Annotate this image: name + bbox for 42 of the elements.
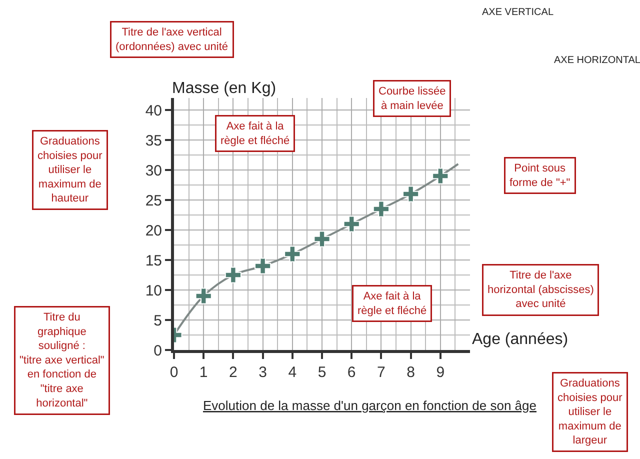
text: Graduations choisies pour utiliser le maximum de largeur	[558, 378, 623, 447]
y-tick-label: 5	[154, 312, 162, 330]
annotation: Axe fait à la règle et fléché	[358, 290, 427, 317]
y-tick-label: 25	[145, 192, 162, 210]
text: Titre du graphique souligné : "titre axe vertical" en fonction de "titre axe horizontal"	[20, 312, 104, 410]
text: Titre de l'axe vertical (ordonnées) avec unité	[116, 26, 228, 53]
x-axis-title: Age (années)	[472, 331, 568, 348]
x-tick-label: 2	[229, 364, 238, 381]
x-tick-label: 1	[199, 364, 208, 381]
x-tick-label: 9	[436, 364, 445, 381]
point	[314, 230, 330, 248]
point	[372, 200, 390, 218]
point	[224, 266, 242, 284]
y-tick-label: 35	[145, 132, 162, 150]
point	[254, 258, 272, 274]
text: Evolution de la masse d'un garçon en fonction de son âge	[203, 398, 536, 413]
x-tick-label: 4	[288, 364, 297, 381]
annotation: Axe fait à la règle et fléché	[220, 120, 290, 147]
x-tick-label: 3	[258, 364, 267, 381]
text: Point sous forme de "+"	[510, 162, 570, 189]
text: AXE HORIZONTAL	[554, 55, 640, 66]
point	[402, 186, 420, 202]
x-tick-label: 7	[377, 364, 386, 381]
y-tick-label: 0	[154, 342, 162, 360]
x-tick-label: 5	[318, 364, 326, 381]
y-tick-label: 20	[145, 222, 162, 240]
point	[343, 216, 360, 232]
annotation: Courbe lissée à main levée	[378, 86, 446, 112]
x-tick-label: 6	[347, 364, 356, 381]
y-axis-title: Masse (en Kg)	[172, 80, 276, 97]
x-tick-label: 8	[406, 364, 415, 381]
point	[432, 168, 449, 184]
text: Graduations choisies pour utiliser le maximum de hauteur	[38, 136, 103, 205]
y-tick-label: 10	[145, 282, 162, 300]
point	[284, 246, 301, 262]
y-tick-label: 15	[145, 252, 162, 270]
point	[195, 288, 212, 304]
y-tick-label: 40	[145, 102, 162, 120]
x-tick-label: 0	[170, 364, 178, 381]
y-tick-label: 30	[145, 162, 162, 180]
text: AXE VERTICAL	[482, 7, 554, 18]
text: Titre de l'axe horizontal (abscisses) avec unité	[488, 270, 594, 310]
